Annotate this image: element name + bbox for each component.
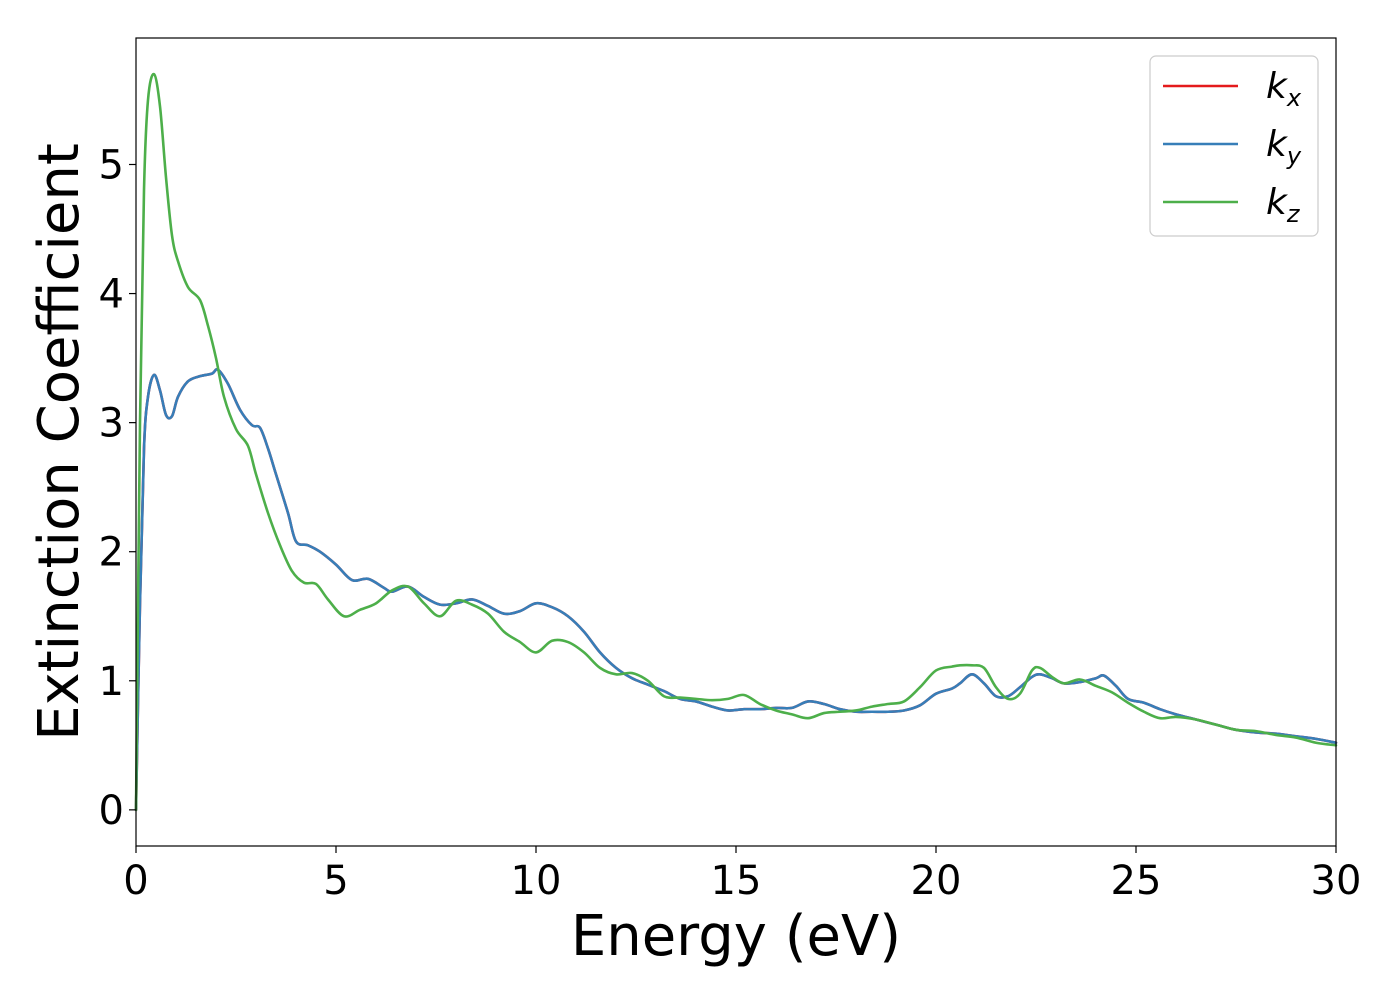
y-tick-label: 3: [99, 401, 124, 447]
y-tick-label: 4: [99, 272, 124, 318]
legend-label-y: ky: [1266, 124, 1302, 170]
x-tick-label: 0: [123, 858, 148, 904]
y-axis-ticks: 0 1 2 3 4 5: [99, 142, 136, 834]
y-tick-label: 5: [99, 142, 124, 188]
legend-label-subscript: y: [1286, 142, 1302, 170]
legend-label-subscript: z: [1286, 200, 1301, 228]
legend-label-subscript: x: [1286, 84, 1302, 112]
x-tick-label: 30: [1311, 858, 1362, 904]
x-axis-ticks: 0 5 10 15 20 25 30: [123, 846, 1361, 904]
legend-box: [1149, 55, 1319, 237]
x-tick-label: 20: [911, 858, 962, 904]
y-tick-label: 1: [99, 659, 124, 705]
y-tick-label: 2: [99, 530, 124, 576]
legend-label-x: kx: [1266, 66, 1302, 112]
y-tick-label: 0: [99, 788, 124, 834]
x-tick-label: 25: [1111, 858, 1162, 904]
x-axis-label: Energy (eV): [571, 904, 901, 969]
x-tick-label: 5: [323, 858, 348, 904]
y-axis-label: Extinction Coefficient: [27, 143, 92, 741]
x-tick-label: 10: [511, 858, 562, 904]
x-tick-label: 15: [711, 858, 762, 904]
plot-frame: [135, 37, 1337, 847]
legend-label-z: kz: [1266, 182, 1301, 228]
legend-label-main: k: [1266, 66, 1289, 107]
legend-label-main: k: [1266, 124, 1289, 165]
plot-lines: [134, 72, 1338, 812]
series-line-z: [134, 72, 1338, 812]
legend-label-main: k: [1266, 182, 1289, 223]
